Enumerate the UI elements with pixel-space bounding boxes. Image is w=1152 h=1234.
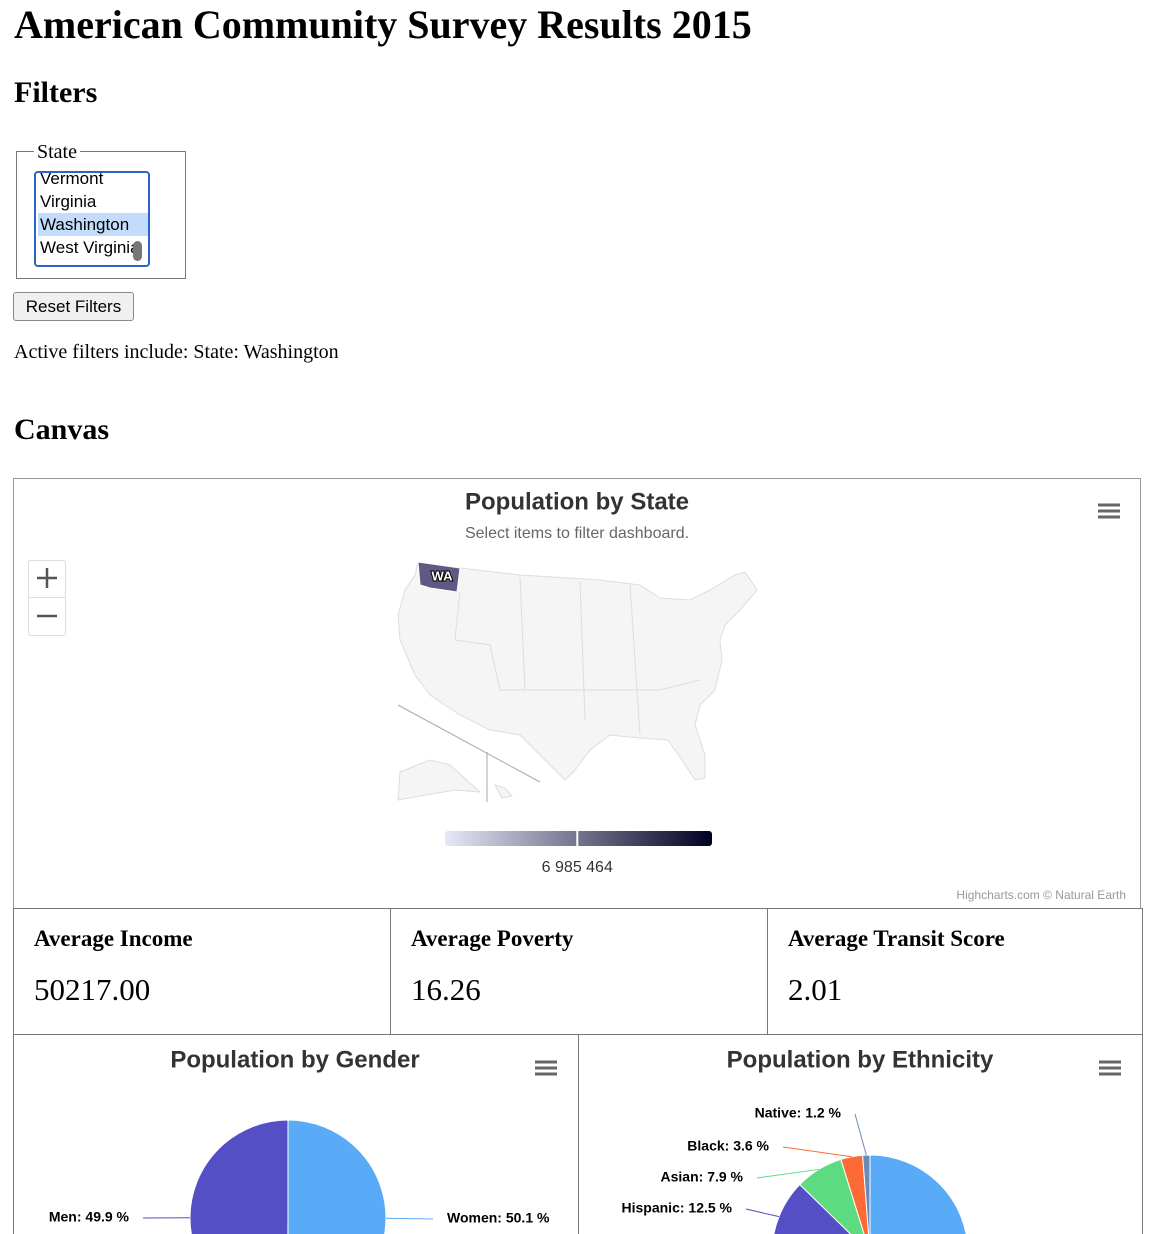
pie-slice (189, 1119, 289, 1234)
kpi-label: Average Income (34, 926, 193, 951)
state-label: WA (432, 568, 454, 583)
color-axis-label: 6 985 464 (542, 859, 613, 876)
section-heading: Filters (14, 76, 98, 109)
pie-slice (287, 1119, 387, 1234)
state-fieldset (16, 151, 186, 279)
kpi-value: 2.01 (788, 972, 843, 1007)
pie-slice (869, 1154, 967, 1234)
state-listbox[interactable]: Vermont Virginia Washington West Virginia (34, 171, 150, 267)
connector (385, 1217, 434, 1220)
pie (142, 1119, 434, 1234)
kpi-grid (13, 908, 1143, 1234)
page-title: American Community Survey Results 2015 (14, 2, 752, 47)
pie (745, 1113, 967, 1234)
scrollbar-thumb[interactable] (133, 241, 142, 261)
section-heading: Canvas (14, 413, 110, 446)
active-filters: Active filters include: State: Washingto… (14, 341, 339, 363)
chart-title: Population by Gender (170, 1046, 419, 1073)
kpi-value: 16.26 (411, 972, 481, 1007)
chart-title: Population by Ethnicity (727, 1046, 994, 1073)
chart-menu[interactable] (535, 1060, 557, 1076)
pie-slice (862, 1154, 871, 1234)
kpi-label: Average Transit Score (788, 926, 1005, 951)
connector (782, 1146, 852, 1158)
connector (756, 1168, 819, 1179)
connector (745, 1208, 780, 1218)
data-label: Women: 50.1 % (447, 1210, 550, 1226)
listbox-option[interactable]: Virginia (40, 192, 97, 211)
map-subtitle: Select items to filter dashboard. (465, 525, 689, 542)
listbox-option[interactable]: Vermont (40, 171, 104, 188)
data-label: Black: 3.6 % (687, 1138, 769, 1154)
data-label: Asian: 7.9 % (661, 1169, 744, 1185)
pie-slice (773, 1183, 852, 1234)
listbox-option[interactable]: West Virginia (40, 238, 140, 257)
credits: Highcharts.com © Natural Earth (956, 888, 1126, 902)
highlighted-state[interactable] (417, 561, 461, 593)
color-axis (445, 831, 712, 846)
data-label: Men: 49.9 % (49, 1209, 130, 1225)
us-map (397, 561, 758, 802)
data-label: Native: 1.2 % (755, 1105, 842, 1121)
data-label: Hispanic: 12.5 % (622, 1200, 733, 1216)
kpi-label: Average Poverty (411, 926, 574, 951)
chart-menu[interactable] (1099, 1060, 1121, 1076)
zoom-controls[interactable] (28, 560, 66, 636)
map-title: Population by State (465, 488, 689, 515)
fieldset-legend: State (34, 141, 80, 164)
connector (854, 1113, 867, 1156)
map-menu[interactable] (1098, 503, 1120, 519)
reset-button[interactable]: Reset Filters (13, 292, 134, 321)
kpi-value: 50217.00 (34, 972, 151, 1007)
listbox-option[interactable]: Washington (38, 213, 148, 236)
